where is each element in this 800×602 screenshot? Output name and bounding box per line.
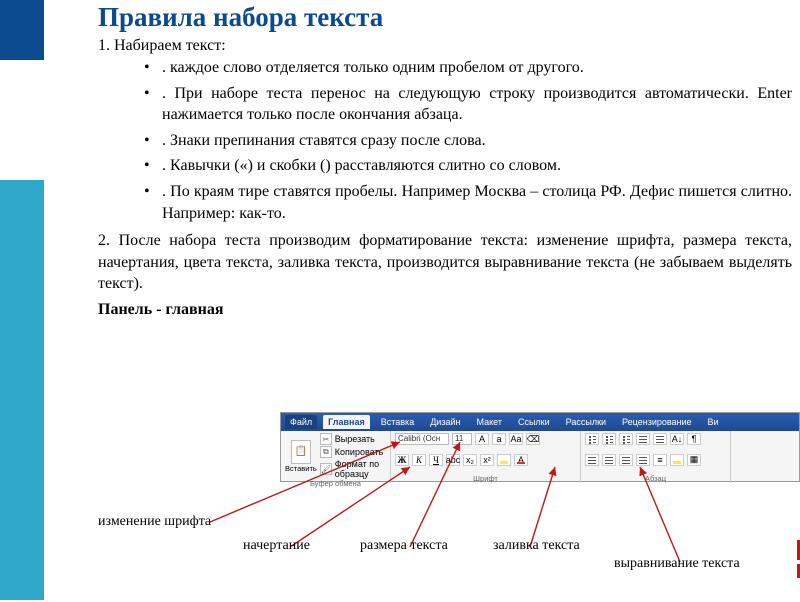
align-right-button[interactable]	[619, 454, 633, 466]
font-size-input[interactable]: 11	[452, 433, 472, 445]
callout-font-change: изменение шрифта	[98, 514, 211, 530]
font-name-input[interactable]: Calibri (Осн	[395, 433, 449, 445]
list-item: . каждое слово отделяется только одним п…	[144, 57, 792, 79]
format-label: Формат по образцу	[335, 459, 386, 479]
list-item: . Кавычки («) и скобки () расставляются …	[144, 155, 792, 177]
paragraph-2: 2. После набора теста производим формати…	[98, 230, 792, 295]
callouts: изменение шрифта начертание размера текс…	[98, 496, 800, 596]
line-spacing-button[interactable]: ≡	[653, 454, 667, 466]
indent-dec-button[interactable]	[636, 433, 650, 445]
shrink-font-icon[interactable]: a	[492, 433, 506, 445]
tab-design[interactable]: Дизайн	[425, 415, 465, 429]
subscript-button[interactable]: x₂	[463, 454, 477, 466]
group-paragraph: A↓ ¶ ≡ ▦ Абзац	[581, 431, 731, 483]
tab-layout[interactable]: Макет	[471, 415, 506, 429]
align-left-button[interactable]	[585, 454, 599, 466]
list-item: . Знаки препинания ставятся сразу после …	[144, 130, 792, 152]
font-color-button[interactable]: A	[514, 454, 528, 466]
group-font: Calibri (Осн 11 A a Aa ⌫ Ж К Ч abc x₂ x²…	[391, 431, 581, 483]
bold-button[interactable]: Ж	[395, 454, 409, 466]
tab-file[interactable]: Файл	[285, 415, 317, 429]
highlight-button[interactable]	[497, 454, 511, 466]
tab-review[interactable]: Рецензирование	[617, 415, 697, 429]
tab-view[interactable]: Ви	[703, 415, 724, 429]
cut-label: Вырезать	[335, 434, 375, 444]
content-area: Правила набора текста 1. Набираем текст:…	[98, 0, 800, 319]
callout-size: размера текста	[360, 538, 448, 554]
align-center-button[interactable]	[602, 454, 616, 466]
bullet-list: . каждое слово отделяется только одним п…	[144, 57, 792, 224]
borders-button[interactable]: ▦	[687, 454, 701, 466]
underline-button[interactable]: Ч	[429, 454, 443, 466]
panel-label: Панель - главная	[98, 301, 792, 319]
stripe-seg-white	[0, 60, 44, 180]
tab-home[interactable]: Главная	[323, 415, 370, 429]
italic-button[interactable]: К	[412, 454, 426, 466]
tab-mailings[interactable]: Рассылки	[561, 415, 611, 429]
list-item: . По краям тире ставятся пробелы. Наприм…	[144, 181, 792, 224]
group-name-paragraph: Абзац	[585, 474, 726, 483]
group-clipboard: 📋 Вставить ✂Вырезать ⧉Копировать 🖌Формат…	[281, 431, 391, 483]
show-marks-button[interactable]: ¶	[687, 433, 701, 445]
shading-button[interactable]	[670, 454, 684, 466]
format-painter-icon[interactable]: 🖌	[320, 463, 332, 475]
indent-inc-button[interactable]	[653, 433, 667, 445]
tab-insert[interactable]: Вставка	[376, 415, 419, 429]
superscript-button[interactable]: x²	[480, 454, 494, 466]
numbering-button[interactable]	[602, 433, 616, 445]
sort-button[interactable]: A↓	[670, 433, 684, 445]
ribbon-tabs: Файл Главная Вставка Дизайн Макет Ссылки…	[281, 413, 799, 431]
group-name-font: Шрифт	[395, 474, 576, 483]
align-justify-button[interactable]	[636, 454, 650, 466]
paste-label: Вставить	[285, 464, 317, 473]
word-ribbon: Файл Главная Вставка Дизайн Макет Ссылки…	[280, 412, 800, 482]
tab-references[interactable]: Ссылки	[513, 415, 555, 429]
cut-icon[interactable]: ✂	[320, 433, 332, 445]
stripe-seg-cyan	[0, 180, 44, 600]
multilevel-button[interactable]	[619, 433, 633, 445]
paste-icon[interactable]: 📋	[291, 440, 311, 464]
stripe-seg-dark	[0, 0, 44, 60]
callout-align: выравнивание текста	[614, 556, 740, 572]
list-item: . При наборе теста перенос на следующую …	[144, 83, 792, 126]
clear-format-icon[interactable]: ⌫	[526, 433, 540, 445]
left-stripe	[0, 0, 44, 600]
grow-font-icon[interactable]: A	[475, 433, 489, 445]
page-title: Правила набора текста	[98, 2, 792, 33]
group-name-clipboard: Буфер обмена	[285, 479, 386, 488]
bullets-button[interactable]	[585, 433, 599, 445]
copy-label: Копировать	[335, 447, 383, 457]
callout-fill: заливка текста	[493, 538, 580, 554]
list-number-1: 1. Набираем текст:	[98, 37, 792, 55]
copy-icon[interactable]: ⧉	[320, 446, 332, 458]
strike-button[interactable]: abc	[446, 454, 460, 466]
change-case-icon[interactable]: Aa	[509, 433, 523, 445]
callout-style: начертание	[243, 538, 310, 554]
